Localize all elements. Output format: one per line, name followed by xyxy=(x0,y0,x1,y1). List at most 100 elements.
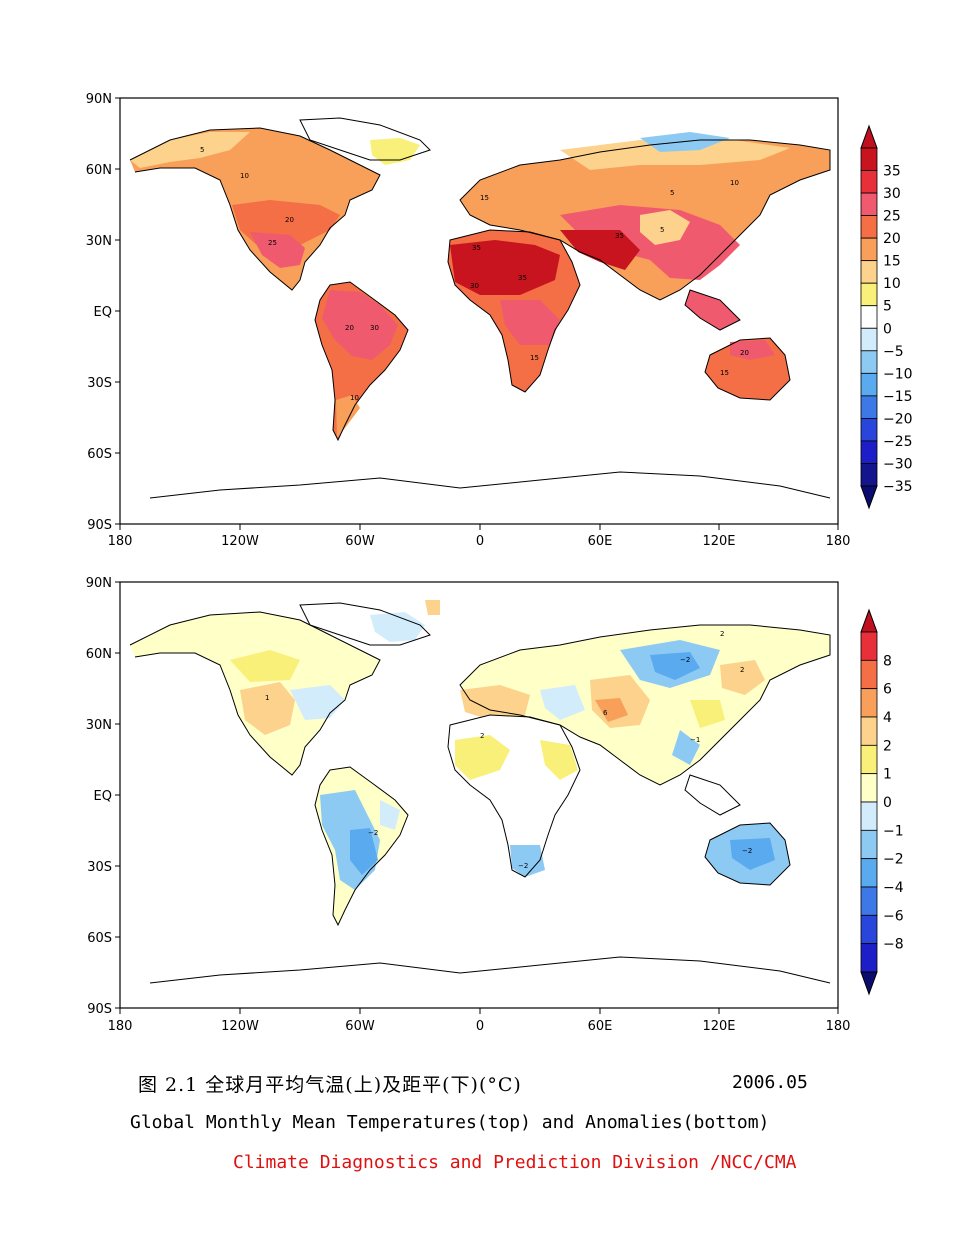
temperature-contour-label: 15 xyxy=(720,369,729,377)
anomaly-map-lon-axis: 180 120W 60W 0 60E 120E 180 xyxy=(108,1019,851,1034)
temperature-colorbar-label: −25 xyxy=(883,434,913,450)
anomaly-colorbar-label: 2 xyxy=(883,738,892,754)
anomaly-map-contour-labels: 1 −2 −2 2 6 2 −2 −2 2 −1 xyxy=(265,630,752,870)
temperature-colorbar-swatch xyxy=(860,237,878,262)
anomaly-colorbar-swatch xyxy=(860,744,878,775)
anomaly-contour-label: −2 xyxy=(518,862,528,870)
lat-tick-label: EQ xyxy=(94,789,112,804)
anomaly-colorbar-swatch xyxy=(860,829,878,860)
temperature-map-ticks xyxy=(115,97,839,530)
temperature-map-contour-labels: 5 10 20 25 30 20 15 35 35 30 35 15 20 15… xyxy=(200,146,749,402)
lon-tick-label: 0 xyxy=(476,534,484,549)
anomaly-colorbar-label: 8 xyxy=(883,653,892,669)
lon-tick-label: 180 xyxy=(108,1019,133,1034)
temperature-contour-label: 30 xyxy=(470,282,479,290)
lat-tick-label: 60N xyxy=(86,163,112,178)
anomaly-contour-label: 1 xyxy=(265,694,269,702)
lat-tick-label: 30S xyxy=(87,860,112,875)
english-figure-title: Global Monthly Mean Temperatures(top) an… xyxy=(130,1112,770,1133)
temperature-contour-label: 35 xyxy=(518,274,527,282)
temperature-colorbar-label: 15 xyxy=(883,254,901,270)
anomaly-colorbar-swatch xyxy=(860,914,878,945)
anomaly-map-lat-axis: 90N 60N 30N EQ 30S 60S 90S xyxy=(86,576,112,1017)
temperature-contour-label: 15 xyxy=(480,194,489,202)
temperature-contour-label: 5 xyxy=(200,146,204,154)
temperature-colorbar-swatch xyxy=(860,282,878,307)
temperature-colorbar-swatch xyxy=(860,215,878,239)
anomaly-colorbar-swatch xyxy=(860,659,878,690)
anomaly-colorbar-label: −1 xyxy=(883,823,904,839)
lat-tick-label: 60N xyxy=(86,647,112,662)
anomaly-colorbar: 8 6 4 2 1 0 −1 −2 −4 −6 −8 xyxy=(860,608,904,996)
temperature-contour-label: 35 xyxy=(615,232,624,240)
lat-tick-label: EQ xyxy=(94,305,112,320)
temperature-colorbar-label: −15 xyxy=(883,389,913,405)
figure-date: 2006.05 xyxy=(732,1072,808,1093)
temperature-contour-label: 20 xyxy=(345,324,354,332)
anomaly-map-coastlines xyxy=(129,602,831,984)
anomaly-contour-label: −2 xyxy=(742,847,752,855)
anomaly-colorbar-label: 6 xyxy=(883,682,892,698)
temperature-contour-label: 10 xyxy=(240,172,249,180)
temperature-colorbar-swatch xyxy=(860,440,878,464)
lat-tick-label: 90N xyxy=(86,92,112,107)
lon-tick-label: 60W xyxy=(345,1019,375,1034)
lon-tick-label: 0 xyxy=(476,1019,484,1034)
temperature-colorbar-label: −10 xyxy=(883,366,913,382)
temperature-colorbar-bottom-arrow xyxy=(860,485,878,510)
temperature-colorbar-label: 0 xyxy=(883,321,892,337)
anomaly-colorbar-swatch xyxy=(860,631,878,661)
temperature-map-coastlines xyxy=(129,117,831,499)
temperature-colorbar-swatch xyxy=(860,327,878,352)
lon-tick-label: 180 xyxy=(826,1019,851,1034)
lon-tick-label: 120E xyxy=(702,1019,735,1034)
temperature-colorbar-label: 20 xyxy=(883,231,901,247)
lon-tick-label: 120W xyxy=(221,534,259,549)
temperature-map-lat-axis: 90N 60N 30N EQ 30S 60S 90S xyxy=(86,92,112,533)
anomaly-colorbar-swatch xyxy=(860,858,878,888)
temperature-colorbar-swatch xyxy=(860,305,878,329)
anomaly-colorbar-label: 0 xyxy=(883,795,892,811)
anomaly-colorbar-top-arrow xyxy=(860,608,878,633)
temperature-colorbar-swatch xyxy=(860,395,878,419)
temperature-map-lon-axis: 180 120W 60W 0 60E 120E 180 xyxy=(108,534,851,549)
temperature-contour-label: 20 xyxy=(740,349,749,357)
lon-tick-label: 60E xyxy=(588,1019,613,1034)
anomaly-contour-label: −2 xyxy=(680,656,690,664)
anomaly-colorbar-swatch xyxy=(860,886,878,916)
lat-tick-label: 30N xyxy=(86,234,112,249)
anomaly-contour-label: 2 xyxy=(740,666,744,674)
temperature-colorbar: 35 30 25 20 15 10 5 0 −5 −10 −15 −20 −25 −30 −35 xyxy=(860,124,913,510)
lat-tick-label: 30S xyxy=(87,376,112,391)
temperature-colorbar-label: 25 xyxy=(883,209,901,225)
temperature-colorbar-label: 30 xyxy=(883,186,901,202)
organization-credit: Climate Diagnostics and Prediction Divis… xyxy=(233,1152,797,1173)
lon-tick-label: 180 xyxy=(826,534,851,549)
temperature-colorbar-label: 5 xyxy=(883,299,892,315)
lon-tick-label: 60W xyxy=(345,534,375,549)
temperature-contour-label: 20 xyxy=(285,216,294,224)
temperature-colorbar-swatch xyxy=(860,417,878,442)
lat-tick-label: 60S xyxy=(87,447,112,462)
temperature-colorbar-swatch xyxy=(860,463,878,487)
anomaly-colorbar-label: −2 xyxy=(883,852,904,868)
anomaly-colorbar-swatch xyxy=(860,801,878,831)
anomaly-colorbar-swatch xyxy=(860,943,878,973)
anomaly-colorbar-label: −8 xyxy=(883,937,904,953)
temperature-contour-label: 5 xyxy=(660,226,664,234)
temperature-colorbar-top-arrow xyxy=(860,124,878,149)
temperature-colorbar-label: −30 xyxy=(883,456,913,472)
temperature-colorbar-swatch xyxy=(860,192,878,216)
anomaly-colorbar-swatch xyxy=(860,716,878,746)
temperature-contour-label: 10 xyxy=(350,394,359,402)
lat-tick-label: 90S xyxy=(87,1002,112,1017)
lon-tick-label: 120E xyxy=(702,534,735,549)
chinese-figure-title: 图 2.1 全球月平均气温(上)及距平(下)(°C) xyxy=(138,1074,522,1096)
lon-tick-label: 60E xyxy=(588,534,613,549)
lat-tick-label: 60S xyxy=(87,931,112,946)
lon-tick-label: 120W xyxy=(221,1019,259,1034)
temperature-contour-label: 30 xyxy=(370,324,379,332)
anomaly-contour-label: 2 xyxy=(720,630,724,638)
anomaly-colorbar-swatch xyxy=(860,773,878,803)
